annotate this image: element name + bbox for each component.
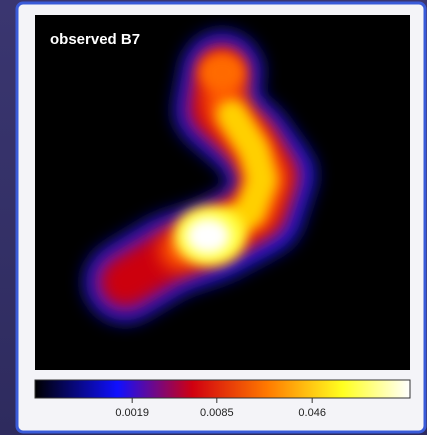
colorbar-tick-label: 0.046 — [298, 407, 326, 419]
image-title: observed B7 — [50, 31, 140, 48]
colorbar — [35, 380, 410, 398]
chart: observed B7 0.0019 0.0085 0.046 — [0, 0, 427, 435]
colorbar-tick-label: 0.0085 — [200, 407, 234, 419]
colorbar-tick-label: 0.0019 — [115, 407, 149, 419]
